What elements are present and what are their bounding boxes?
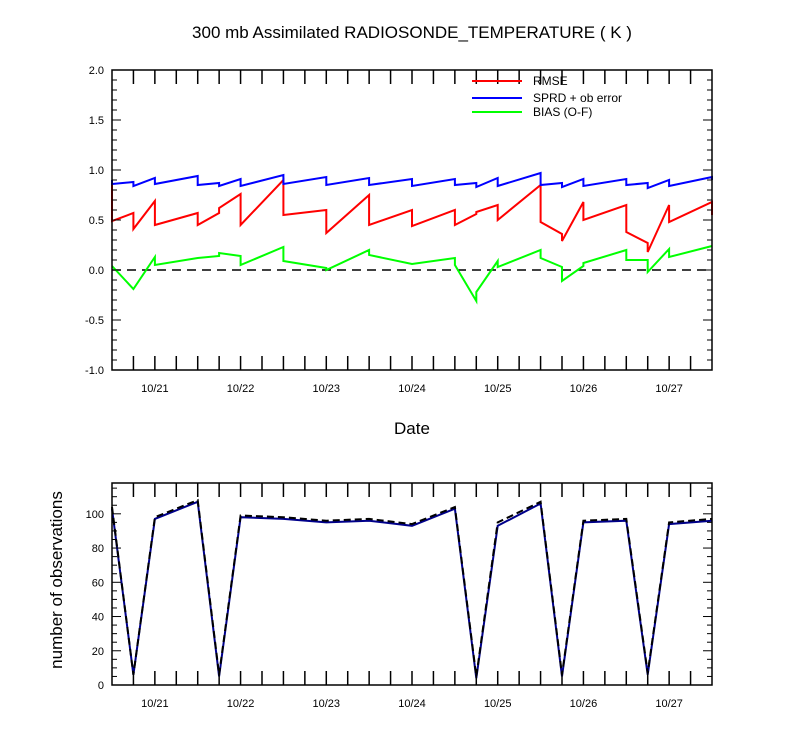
legend-label-sprd: SPRD + ob error — [533, 91, 622, 105]
bottom-y-tick-label: 0 — [98, 680, 104, 692]
bottom-series-possible-dashed — [111, 498, 713, 677]
top-y-tick-label: 2.0 — [89, 65, 104, 77]
top-y-tick-label: -1.0 — [85, 365, 104, 377]
top-series-bias-o-f — [111, 245, 713, 305]
top-y-tick-label: -0.5 — [85, 315, 104, 327]
bottom-y-tick-label: 40 — [92, 612, 104, 624]
bottom-y-axis-title: number of observations — [47, 491, 66, 669]
top-series-sprd-ob-error — [111, 171, 713, 190]
top-x-tick-label: 10/25 — [484, 383, 512, 395]
bottom-x-tick-label: 10/21 — [141, 698, 169, 710]
bottom-x-tick-label: 10/22 — [227, 698, 255, 710]
bottom-plot-frame — [111, 482, 713, 686]
legend-label-rmse: RMSE — [533, 74, 568, 88]
bottom-y-tick-label: 20 — [92, 646, 104, 658]
legend: RMSE SPRD + ob error BIAS (O-F) — [472, 74, 622, 119]
bottom-y-tick-label: 100 — [86, 509, 104, 521]
top-x-tick-label: 10/22 — [227, 383, 255, 395]
bottom-x-tick-label: 10/24 — [398, 698, 426, 710]
bottom-series-used-solid — [111, 500, 713, 679]
top-plot-frame — [111, 69, 713, 371]
chart-title: 300 mb Assimilated RADIOSONDE_TEMPERATUR… — [192, 23, 632, 42]
bottom-x-tick-label: 10/27 — [655, 698, 683, 710]
top-series-layer — [111, 171, 713, 305]
top-series-rmse — [111, 177, 713, 253]
top-y-tick-label: 0.5 — [89, 215, 104, 227]
top-x-tick-label: 10/26 — [570, 383, 598, 395]
bottom-x-tick-label: 10/26 — [570, 698, 598, 710]
top-x-axis-title: Date — [394, 419, 430, 438]
top-x-tick-label: 10/21 — [141, 383, 169, 395]
legend-label-bias: BIAS (O-F) — [533, 105, 592, 119]
top-tick-layer: -1.0 -0.5 0.0 0.5 1.0 1.5 2.0 10/21 10/22 10/23 10… — [85, 65, 712, 395]
top-x-tick-label: 10/23 — [313, 383, 341, 395]
bottom-series-layer — [111, 498, 713, 679]
bottom-tick-layer: 0 20 40 60 80 100 10/21 10/22 10/23 10/24 10/25 10/… — [86, 483, 712, 710]
bottom-x-tick-label: 10/23 — [313, 698, 341, 710]
top-y-tick-label: 1.0 — [89, 165, 104, 177]
top-y-tick-label: 1.5 — [89, 115, 104, 127]
top-x-tick-label: 10/24 — [398, 383, 426, 395]
bottom-x-tick-label: 10/25 — [484, 698, 512, 710]
bottom-y-tick-label: 80 — [92, 543, 104, 555]
bottom-y-tick-label: 60 — [92, 577, 104, 589]
top-x-tick-label: 10/27 — [655, 383, 683, 395]
top-y-tick-label: 0.0 — [89, 265, 104, 277]
